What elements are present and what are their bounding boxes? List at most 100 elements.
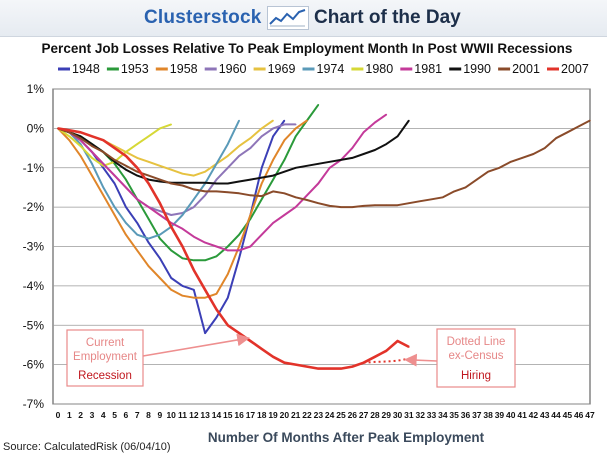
data-point — [170, 168, 172, 171]
data-point — [340, 367, 342, 370]
data-point — [147, 218, 150, 220]
data-point — [79, 135, 82, 138]
x-tick-label: 28 — [370, 410, 380, 420]
x-tick-label: 15 — [223, 410, 233, 420]
x-tick-label: 31 — [404, 410, 414, 420]
data-point — [317, 103, 320, 106]
brand-title: Clusterstock — [144, 7, 262, 28]
data-point — [272, 222, 274, 224]
data-point — [159, 164, 161, 167]
data-point — [317, 202, 320, 204]
x-tick-label: 16 — [234, 410, 244, 420]
data-point — [113, 174, 116, 177]
data-point — [226, 249, 229, 252]
data-point — [136, 222, 139, 224]
data-point — [125, 222, 127, 224]
data-point — [79, 155, 82, 157]
data-point — [374, 355, 376, 358]
data-point — [215, 245, 218, 248]
x-tick-label: 3 — [90, 410, 95, 420]
data-point — [125, 168, 127, 171]
x-tick-label: 6 — [124, 410, 129, 420]
data-point — [272, 127, 274, 130]
data-point — [113, 182, 116, 185]
x-tick-label: 23 — [314, 410, 324, 420]
data-point — [521, 157, 523, 159]
data-point — [204, 241, 206, 244]
data-point — [226, 166, 229, 169]
data-point — [238, 332, 240, 334]
data-point — [113, 159, 116, 161]
data-point — [396, 340, 399, 342]
data-point — [340, 206, 342, 208]
y-tick-label: 1% — [27, 82, 45, 96]
header-banner: Clusterstock Chart of the Day — [0, 0, 607, 37]
x-axis: 0 1 2 3 4 5 6 7 8 9 10 11 12 13 14 15 16 17 18 19 20 21 22 23 24… — [56, 410, 595, 420]
annotation-arrow — [142, 333, 251, 357]
data-point — [260, 195, 263, 197]
data-point — [181, 257, 184, 260]
data-point — [113, 206, 116, 208]
x-tick-label: 12 — [189, 410, 199, 420]
data-point — [283, 192, 286, 195]
data-point — [226, 155, 229, 157]
x-tick-label: 38 — [483, 410, 493, 420]
data-point — [91, 151, 93, 153]
data-point — [351, 147, 354, 149]
data-point — [226, 296, 229, 299]
data-point — [204, 181, 206, 184]
data-point — [306, 164, 308, 167]
annotation-text: Current — [86, 337, 125, 349]
x-tick-label: 45 — [563, 410, 573, 420]
data-point — [79, 145, 82, 147]
data-point — [68, 131, 71, 134]
data-point — [136, 198, 139, 201]
data-point — [79, 137, 82, 140]
legend-label: 1990 — [463, 62, 491, 76]
data-point — [159, 233, 161, 236]
data-point — [374, 149, 376, 151]
data-point — [294, 206, 297, 208]
data-point — [136, 166, 139, 169]
data-point — [170, 277, 172, 279]
data-point — [249, 245, 252, 248]
data-point — [283, 170, 286, 173]
data-point — [204, 259, 206, 262]
data-point — [136, 170, 139, 173]
data-point — [91, 174, 93, 177]
x-tick-label: 18 — [257, 410, 267, 420]
data-point — [57, 127, 59, 130]
data-point — [283, 214, 286, 216]
data-point — [170, 249, 172, 252]
data-point — [159, 202, 161, 204]
data-point — [147, 135, 150, 138]
data-point — [283, 123, 286, 126]
data-point — [193, 188, 195, 191]
x-tick-label: 8 — [146, 410, 151, 420]
data-point — [170, 289, 172, 291]
data-point — [294, 166, 297, 169]
data-point — [385, 204, 388, 206]
x-tick-label: 26 — [348, 410, 358, 420]
data-point — [272, 178, 274, 181]
data-point — [238, 233, 240, 236]
data-point — [147, 174, 150, 177]
data-point — [125, 233, 127, 236]
data-point — [272, 135, 274, 138]
data-point — [306, 365, 308, 368]
data-point — [226, 245, 229, 248]
data-point — [453, 190, 455, 193]
y-tick-label: -6% — [23, 358, 45, 372]
x-tick-label: 35 — [449, 410, 459, 420]
data-point — [204, 296, 206, 299]
data-point — [147, 241, 150, 244]
data-point — [238, 145, 240, 147]
data-point — [351, 157, 354, 159]
data-point — [91, 163, 93, 165]
series-line — [57, 113, 387, 252]
data-point — [543, 147, 546, 149]
x-tick-label: 10 — [166, 410, 176, 420]
data-point — [260, 176, 263, 179]
annotation-arrow — [403, 353, 438, 367]
data-point — [419, 200, 422, 203]
